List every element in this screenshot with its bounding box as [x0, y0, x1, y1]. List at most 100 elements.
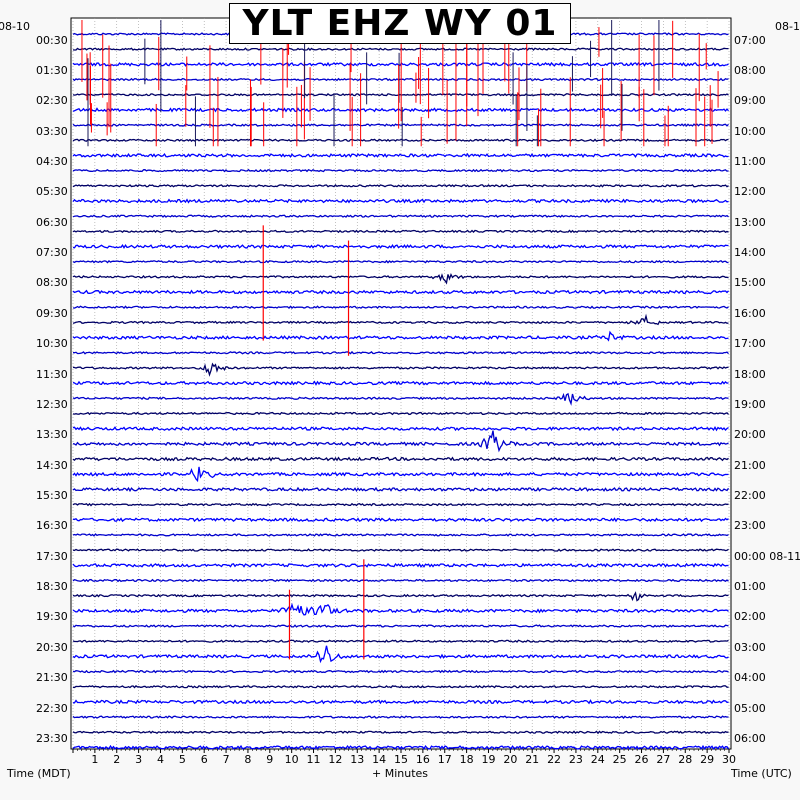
trace-line	[72, 273, 729, 285]
minute-label: 29	[700, 753, 715, 766]
minute-label: 17	[437, 753, 452, 766]
minute-label: 13	[350, 753, 365, 766]
minute-label: 24	[590, 753, 605, 766]
trace-line	[72, 684, 729, 689]
minute-label: 19	[481, 753, 496, 766]
minute-label: 18	[459, 753, 474, 766]
minute-label: 21	[525, 753, 540, 766]
trace-line	[72, 466, 729, 483]
trace-line	[72, 259, 729, 264]
minute-label: 11	[306, 753, 321, 766]
minute-label: 4	[156, 753, 164, 766]
mdt-time-label: 03:30	[36, 124, 68, 138]
minute-label: 23	[568, 753, 583, 766]
utc-time-label: 04:00	[734, 671, 766, 685]
minute-label: 30	[722, 753, 736, 766]
mdt-time-label: 07:30	[36, 246, 68, 260]
minute-label: 15	[394, 753, 408, 766]
minute-label: 28	[678, 753, 693, 766]
trace-line	[72, 243, 729, 250]
utc-time-label: 08:00	[734, 63, 766, 77]
minute-label: 7	[222, 753, 230, 766]
x-axis-title: + Minutes	[372, 767, 429, 780]
utc-time-label: 16:00	[734, 306, 766, 320]
minute-label: 16	[415, 753, 430, 766]
utc-time-label: 00:00 08-11	[734, 549, 800, 563]
minute-label: 25	[612, 753, 627, 766]
trace-line	[72, 362, 729, 377]
mdt-time-label: 10:30	[36, 337, 68, 351]
utc-time-label: 09:00	[734, 94, 766, 108]
trace-line	[72, 330, 729, 342]
trace-line	[72, 533, 729, 537]
trace-line	[72, 305, 729, 310]
trace-line	[72, 456, 729, 462]
trace-line	[73, 699, 729, 705]
mdt-time-label: 13:30	[36, 428, 68, 442]
utc-time-label: 11:00	[734, 155, 766, 169]
utc-time-label: 23:00	[734, 519, 766, 533]
mdt-time-label: 17:30	[36, 549, 68, 563]
mdt-time-label: 06:30	[36, 215, 68, 229]
trace-line	[72, 578, 729, 583]
start-date-label: 08-10	[0, 20, 30, 33]
utc-time-label: 18:00	[734, 367, 766, 381]
mdt-time-label: 18:30	[36, 580, 68, 594]
utc-axis-title: Time (UTC)	[731, 767, 792, 780]
utc-time-label: 20:00	[734, 428, 766, 442]
minute-label: 8	[244, 753, 252, 766]
trace-line	[72, 744, 730, 750]
mdt-time-label: 12:30	[36, 397, 68, 411]
trace-line	[72, 183, 729, 188]
mdt-time-label: 15:30	[36, 488, 68, 502]
utc-time-label: 19:00	[734, 397, 766, 411]
trace-line	[72, 138, 729, 143]
trace-line	[72, 229, 729, 234]
mdt-time-label: 16:30	[36, 519, 68, 533]
trace-line	[72, 392, 729, 406]
trace-line	[72, 214, 729, 218]
trace-line	[72, 602, 729, 616]
end-date-label: 08-1	[775, 20, 800, 33]
mdt-time-label: 08:30	[36, 276, 68, 290]
trace-line	[72, 425, 729, 432]
trace-line	[72, 639, 729, 643]
seismogram-traces	[72, 32, 730, 750]
minute-label: 2	[113, 753, 121, 766]
minute-label: 12	[328, 753, 343, 766]
mdt-time-label: 20:30	[36, 640, 68, 654]
mdt-time-label: 00:30	[36, 33, 68, 47]
utc-time-label: 07:00	[734, 33, 766, 47]
mdt-time-label: 02:30	[36, 94, 68, 108]
mdt-time-label: 23:30	[36, 731, 68, 745]
trace-line	[72, 198, 729, 204]
station-title: YLT EHZ WY 01	[229, 3, 571, 44]
mdt-time-label: 01:30	[36, 63, 68, 77]
trace-line	[72, 411, 729, 416]
trace-line	[72, 380, 729, 386]
utc-time-label: 12:00	[734, 185, 766, 199]
trace-line	[72, 486, 730, 493]
trace-line	[72, 313, 729, 326]
trace-line	[72, 730, 729, 735]
trace-line	[72, 645, 729, 664]
trace-line	[72, 517, 729, 523]
minute-label: 27	[656, 753, 671, 766]
mdt-time-label: 09:30	[36, 306, 68, 320]
minute-label: 9	[266, 753, 274, 766]
minute-label: 3	[135, 753, 143, 766]
minute-label: 14	[372, 753, 387, 766]
mdt-axis-title: Time (MDT)	[7, 767, 71, 780]
trace-line	[72, 123, 729, 127]
utc-time-label: 10:00	[734, 124, 766, 138]
trace-line	[72, 548, 729, 552]
trace-line	[72, 430, 729, 453]
minute-label: 5	[178, 753, 186, 766]
utc-time-label: 13:00	[734, 215, 766, 229]
utc-time-label: 02:00	[734, 610, 766, 624]
clipped-spikes	[81, 20, 719, 660]
trace-line	[72, 152, 729, 159]
utc-time-label: 01:00	[734, 580, 766, 594]
utc-time-label: 06:00	[734, 731, 766, 745]
mdt-time-label: 22:30	[36, 701, 68, 715]
